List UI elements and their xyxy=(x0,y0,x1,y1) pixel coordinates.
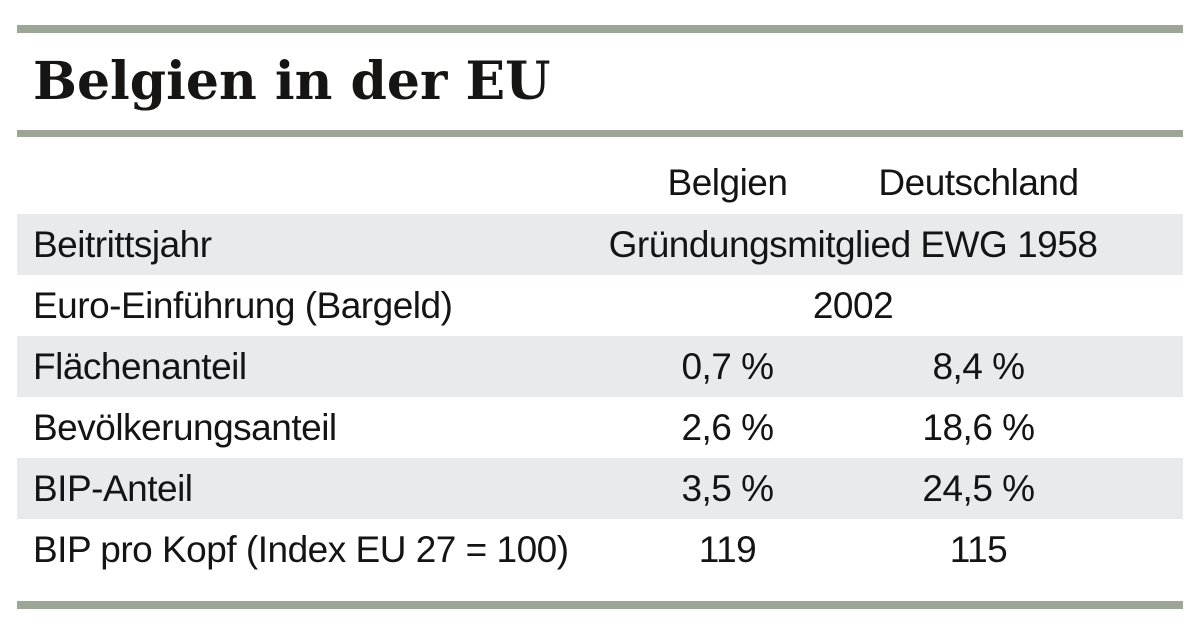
table-row-beitrittsjahr: Beitrittsjahr Gründungsmitglied EWG 1958 xyxy=(17,214,1183,275)
table-row-bevoelkerungsanteil: Bevölkerungsanteil 2,6 % 18,6 % xyxy=(17,397,1183,458)
row-label: Euro-Einführung (Bargeld) xyxy=(33,284,453,326)
row-label: Flächenanteil xyxy=(33,345,247,387)
table-header-row: Belgien Deutschland xyxy=(17,137,1183,214)
bottom-rule xyxy=(17,601,1183,609)
row-value-deutschland: 18,6 % xyxy=(922,406,1035,448)
table-row-euro-einfuehrung: Euro-Einführung (Bargeld) 2002 xyxy=(17,275,1183,336)
table-row-bip-anteil: BIP-Anteil 3,5 % 24,5 % xyxy=(17,458,1183,519)
title-rule xyxy=(17,130,1183,137)
row-label: Bevölkerungsanteil xyxy=(33,406,337,448)
row-value-deutschland: 24,5 % xyxy=(922,467,1035,509)
row-value-belgien: 119 xyxy=(698,528,757,570)
column-header-deutschland: Deutschland xyxy=(878,162,1079,203)
top-rule xyxy=(17,25,1183,33)
row-value-deutschland: 8,4 % xyxy=(932,345,1025,387)
table-row-bip-pro-kopf: BIP pro Kopf (Index EU 27 = 100) 119 115 xyxy=(17,519,1183,580)
row-label: Beitrittsjahr xyxy=(33,223,212,265)
page-title: Belgien in der EU xyxy=(33,51,551,112)
comparison-table: Belgien Deutschland Beitrittsjahr Gründu… xyxy=(17,137,1183,580)
row-value-deutschland: 115 xyxy=(949,528,1008,570)
row-label: BIP-Anteil xyxy=(33,467,193,509)
row-value-belgien: 2,6 % xyxy=(681,406,774,448)
row-value-belgien: 3,5 % xyxy=(681,467,774,509)
column-header-belgien: Belgien xyxy=(667,162,788,203)
row-value-belgien: 0,7 % xyxy=(681,345,774,387)
row-value-span: Gründungsmitglied EWG 1958 xyxy=(608,223,1098,265)
row-label: BIP pro Kopf (Index EU 27 = 100) xyxy=(33,528,569,570)
row-value-span: 2002 xyxy=(812,284,894,326)
table-row-flaechenanteil: Flächenanteil 0,7 % 8,4 % xyxy=(17,336,1183,397)
